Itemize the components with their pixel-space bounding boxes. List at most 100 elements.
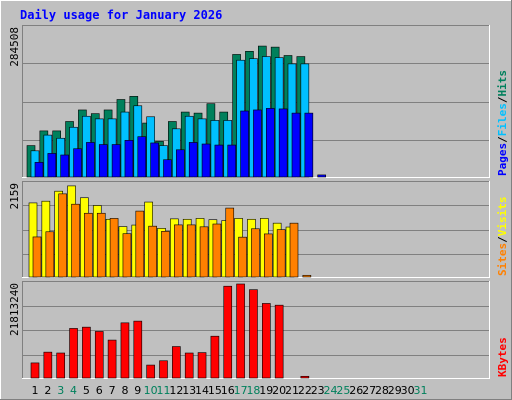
bar-pages-day-23 xyxy=(317,174,327,178)
bar-kbytes-day-7 xyxy=(107,339,117,379)
bar-pages-day-6 xyxy=(98,144,108,178)
bar-kbytes-day-10 xyxy=(146,364,155,379)
bar-kbytes-day-16 xyxy=(223,285,233,379)
day-label-23: 23 xyxy=(311,384,325,397)
legend-hits-files-pages: Pages/Files/Hits xyxy=(496,70,509,176)
bar-sites-day-13 xyxy=(186,224,196,278)
legend-entry-sites: Sites xyxy=(496,243,509,276)
legend-entry-kbytes: KBytes xyxy=(496,337,509,377)
bar-kbytes-day-1 xyxy=(30,362,40,379)
bar-sites-day-7 xyxy=(109,218,119,278)
series-sites xyxy=(32,193,312,278)
bar-sites-day-21 xyxy=(289,222,299,278)
day-label-4: 4 xyxy=(70,384,77,397)
day-label-25: 25 xyxy=(336,384,350,397)
bar-sites-day-20 xyxy=(276,229,286,278)
day-label-9: 9 xyxy=(134,384,141,397)
day-label-19: 19 xyxy=(259,384,273,397)
day-label-15: 15 xyxy=(208,384,222,397)
bar-pages-day-15 xyxy=(214,144,224,178)
chart-title: Daily usage for January 2026 xyxy=(20,8,222,22)
day-label-6: 6 xyxy=(96,384,103,397)
panel-kbytes: 21813240 KBytes xyxy=(8,281,509,379)
bar-kbytes-day-5 xyxy=(82,326,91,379)
bar-sites-day-19 xyxy=(263,233,273,278)
bar-sites-day-14 xyxy=(199,226,209,278)
bar-sites-day-1 xyxy=(32,236,42,278)
bar-pages-day-7 xyxy=(111,144,121,178)
bar-kbytes-day-6 xyxy=(94,331,104,379)
bar-sites-day-18 xyxy=(251,228,260,278)
bar-pages-day-19 xyxy=(265,108,275,178)
legend-separator: / xyxy=(496,96,509,103)
day-label-28: 28 xyxy=(375,384,389,397)
bar-kbytes-day-4 xyxy=(69,328,78,379)
bar-kbytes-day-2 xyxy=(43,351,53,379)
day-label-24: 24 xyxy=(324,384,338,397)
legend-visits-sites: Sites/Visits xyxy=(496,197,509,277)
bar-kbytes-day-12 xyxy=(172,346,181,379)
bar-sites-day-8 xyxy=(122,233,132,278)
day-label-11: 11 xyxy=(157,384,171,397)
day-label-22: 22 xyxy=(298,384,312,397)
day-label-13: 13 xyxy=(182,384,196,397)
bar-sites-day-5 xyxy=(84,212,93,278)
bar-kbytes-day-15 xyxy=(210,335,220,379)
bar-kbytes-day-11 xyxy=(159,360,168,379)
day-label-10: 10 xyxy=(144,384,158,397)
legend-kbytes: KBytes xyxy=(496,337,509,377)
bar-pages-day-9 xyxy=(137,136,147,178)
day-label-12: 12 xyxy=(169,384,183,397)
bar-kbytes-day-14 xyxy=(197,352,207,379)
bar-sites-day-17 xyxy=(238,236,247,278)
bar-pages-day-20 xyxy=(278,108,288,178)
day-label-26: 26 xyxy=(349,384,363,397)
day-label-29: 29 xyxy=(388,384,402,397)
bar-pages-day-13 xyxy=(188,142,198,178)
day-label-7: 7 xyxy=(109,384,116,397)
legend-entry-pages: Pages xyxy=(496,143,509,176)
day-axis-labels: 1 2 3 4 5 6 7 8 9 1011121314151617181920212223242… xyxy=(32,384,428,397)
bar-pages-day-4 xyxy=(73,148,82,178)
bar-sites-day-2 xyxy=(45,231,55,278)
bar-pages-day-2 xyxy=(47,153,57,178)
bar-sites-day-3 xyxy=(58,193,68,278)
legend-separator: / xyxy=(496,236,509,243)
series-pages xyxy=(34,108,327,178)
bar-pages-day-17 xyxy=(240,110,249,178)
bar-kbytes-day-18 xyxy=(249,289,258,379)
day-label-5: 5 xyxy=(83,384,90,397)
day-label-31: 31 xyxy=(414,384,428,397)
series-kbytes xyxy=(30,283,310,379)
day-label-30: 30 xyxy=(401,384,415,397)
y-max-label: 284508 xyxy=(8,27,21,67)
bar-sites-day-12 xyxy=(174,224,183,278)
day-label-8: 8 xyxy=(121,384,128,397)
day-label-3: 3 xyxy=(57,384,64,397)
bar-kbytes-day-20 xyxy=(274,304,284,379)
bar-kbytes-day-17 xyxy=(236,283,245,379)
day-label-21: 21 xyxy=(285,384,299,397)
bar-sites-day-4 xyxy=(71,203,80,278)
bar-sites-day-16 xyxy=(225,207,235,278)
legend-entry-hits: Hits xyxy=(496,70,509,97)
bar-pages-day-14 xyxy=(201,143,211,178)
bar-kbytes-day-22 xyxy=(300,375,310,379)
bar-pages-day-18 xyxy=(253,109,262,178)
day-label-16: 16 xyxy=(221,384,235,397)
bar-pages-day-22 xyxy=(304,112,314,178)
bar-kbytes-day-3 xyxy=(56,352,66,379)
day-label-2: 2 xyxy=(44,384,51,397)
day-label-14: 14 xyxy=(195,384,209,397)
day-label-17: 17 xyxy=(234,384,248,397)
bar-pages-day-10 xyxy=(150,142,159,178)
bar-kbytes-day-9 xyxy=(133,320,143,379)
chart-panels: 284508Pages/Files/Hits2159Sites/Visits21… xyxy=(8,25,509,379)
day-label-18: 18 xyxy=(246,384,260,397)
y-max-label: 2159 xyxy=(8,183,21,210)
bar-sites-day-10 xyxy=(148,225,157,278)
bar-pages-day-21 xyxy=(291,112,301,178)
bar-sites-day-15 xyxy=(212,223,222,278)
